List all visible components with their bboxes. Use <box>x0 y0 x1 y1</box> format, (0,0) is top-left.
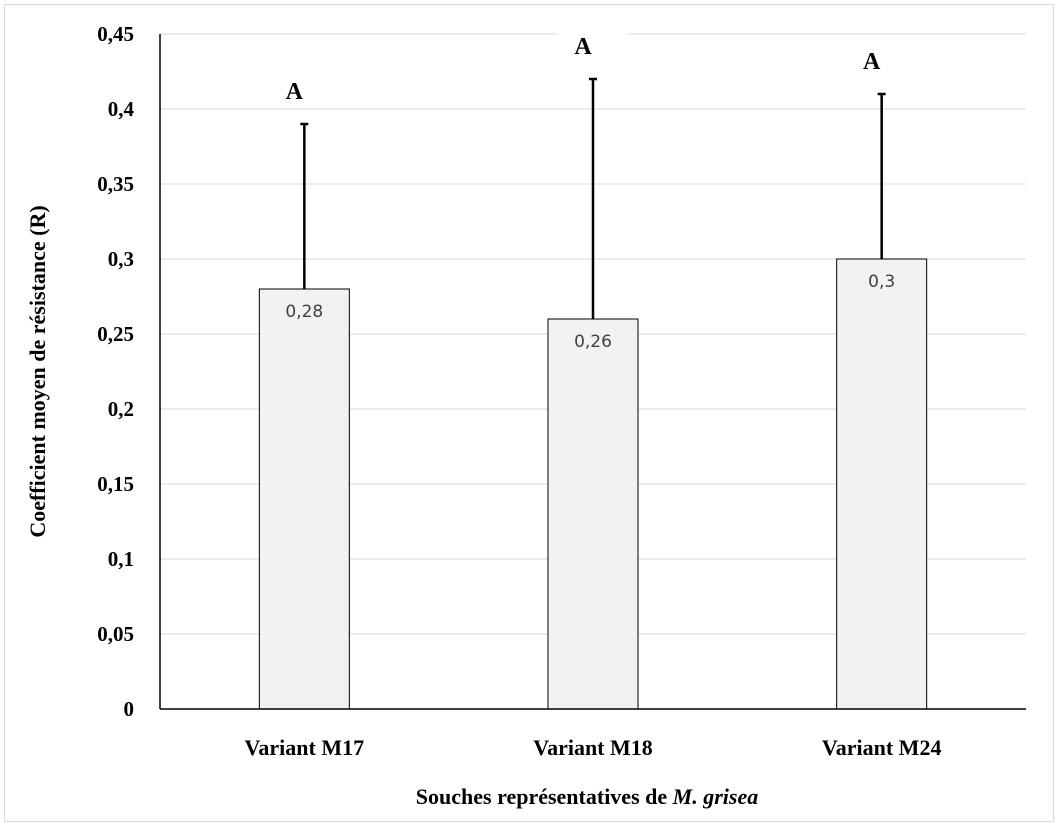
x-tick-label: Variant M17 <box>245 735 365 760</box>
y-tick-label: 0,4 <box>108 97 135 121</box>
axes <box>159 34 1026 710</box>
y-tick-label: 0,35 <box>97 172 134 196</box>
y-tick-label: 0,3 <box>108 247 134 271</box>
bar-chart: 0 0,05 0,1 0,15 0,2 0,25 0,3 0,35 0,4 0,45 0,28 A Va… <box>25 22 1026 809</box>
bar <box>258 288 350 710</box>
y-tick-label: 0,1 <box>108 547 134 571</box>
x-axis-title: Souches représentatives de M. grisea <box>416 784 758 809</box>
x-axis-title-species: M. grisea <box>672 784 759 809</box>
data-label: 0,3 <box>868 272 895 292</box>
chart-frame: 0 0,05 0,1 0,15 0,2 0,25 0,3 0,35 0,4 0,45 0,28 A Va… <box>4 4 1054 822</box>
significance-label-bg <box>845 43 918 75</box>
bar <box>836 258 928 710</box>
significance-label-bg <box>557 28 629 60</box>
data-label: 0,28 <box>285 302 323 322</box>
data-label: 0,26 <box>574 332 612 352</box>
significance-label-bg <box>268 73 341 105</box>
significance-label: A <box>574 34 592 60</box>
y-tick-label: 0,2 <box>108 397 134 421</box>
bars <box>258 258 928 710</box>
y-tick-label: 0 <box>124 697 135 721</box>
y-tick-label: 0,05 <box>97 622 134 646</box>
x-tick-label: Variant M18 <box>533 735 653 760</box>
significance-label: A <box>863 49 881 75</box>
significance-label: A <box>286 79 304 105</box>
y-axis-title: Coefficient moyen de résistance (R) <box>25 205 50 537</box>
y-tick-label: 0,45 <box>97 22 134 46</box>
x-axis-title-text: Souches représentatives de <box>416 784 673 809</box>
y-tick-label: 0,15 <box>97 472 134 496</box>
bar <box>547 318 639 710</box>
y-tick-label: 0,25 <box>97 322 134 346</box>
error-bars <box>300 77 886 319</box>
x-tick-label: Variant M24 <box>822 735 942 760</box>
labels: 0 0,05 0,1 0,15 0,2 0,25 0,3 0,35 0,4 0,45 0,28 A Va… <box>97 22 941 760</box>
